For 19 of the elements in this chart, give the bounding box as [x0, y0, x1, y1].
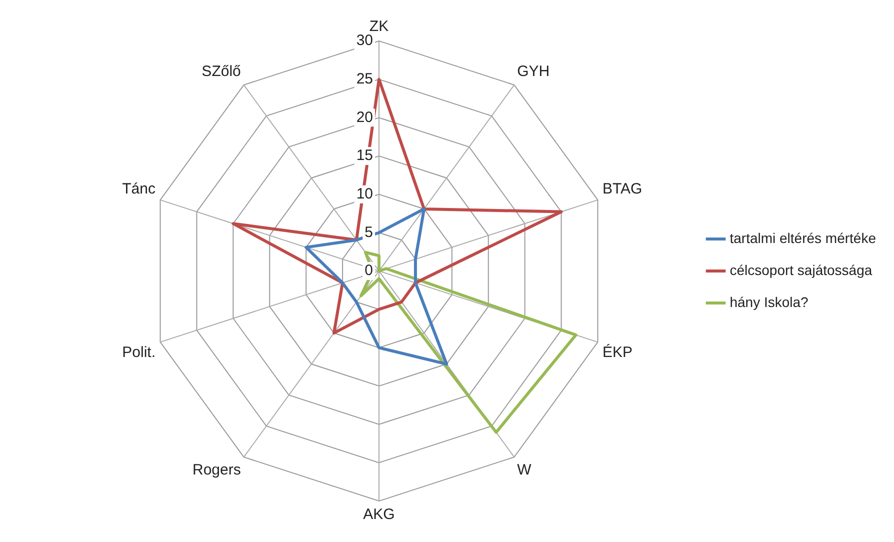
- y-tick-label: 30: [356, 32, 373, 50]
- spoke-label: AKG: [363, 506, 395, 524]
- y-tick-label: 0: [364, 262, 373, 280]
- spoke-label: Rogers: [192, 461, 241, 478]
- y-tick-label: 25: [356, 70, 373, 88]
- spoke-label: W: [517, 461, 532, 478]
- y-tick-label: 10: [356, 185, 373, 202]
- spoke-label: ÉKP: [602, 342, 633, 361]
- legend-label: tartalmi eltérés mértéke: [730, 230, 876, 246]
- y-tick-label: 15: [356, 147, 373, 164]
- spoke-label: Polit.: [122, 344, 156, 361]
- spoke-label: BTAG: [602, 180, 642, 198]
- y-tick-label: 20: [356, 108, 373, 126]
- legend-label: célcsoport sajátossága: [730, 262, 872, 278]
- legend-label: hány Iskola?: [730, 294, 809, 310]
- spoke-label: Tánc: [122, 180, 156, 198]
- y-tick-label: 5: [364, 224, 373, 241]
- spoke-label: SZőlő: [202, 63, 241, 80]
- spoke-label: GYH: [517, 63, 550, 80]
